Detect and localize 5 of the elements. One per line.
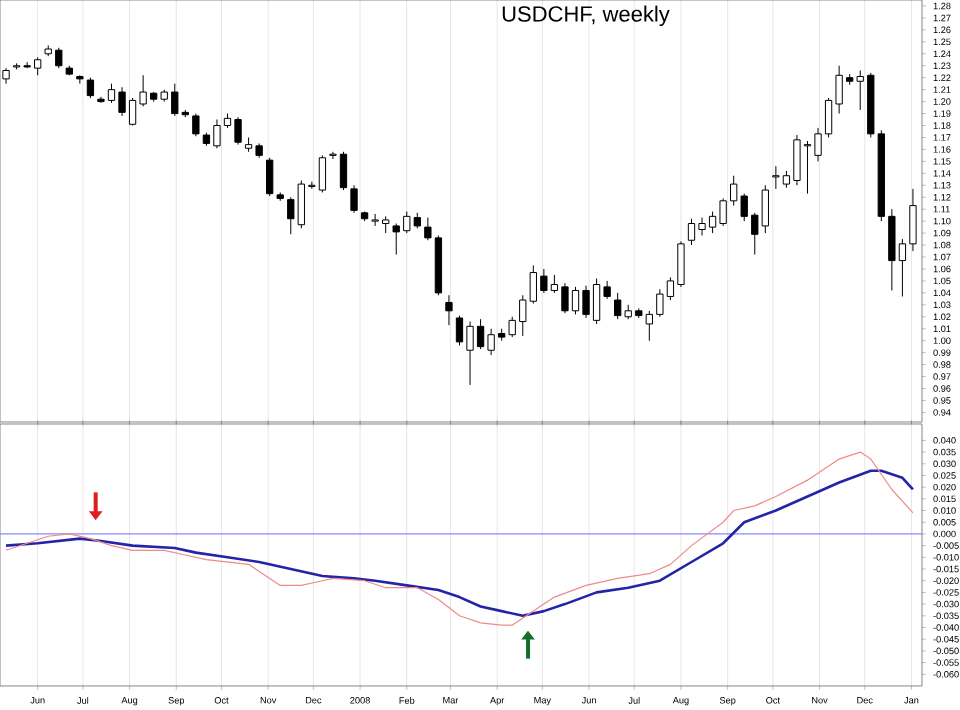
candlestick: [350, 184, 358, 214]
candlestick: [266, 157, 274, 197]
chart-title: USDCHF, weekly: [502, 5, 670, 27]
candlestick: [445, 294, 453, 326]
line-series: [4, 469, 915, 618]
